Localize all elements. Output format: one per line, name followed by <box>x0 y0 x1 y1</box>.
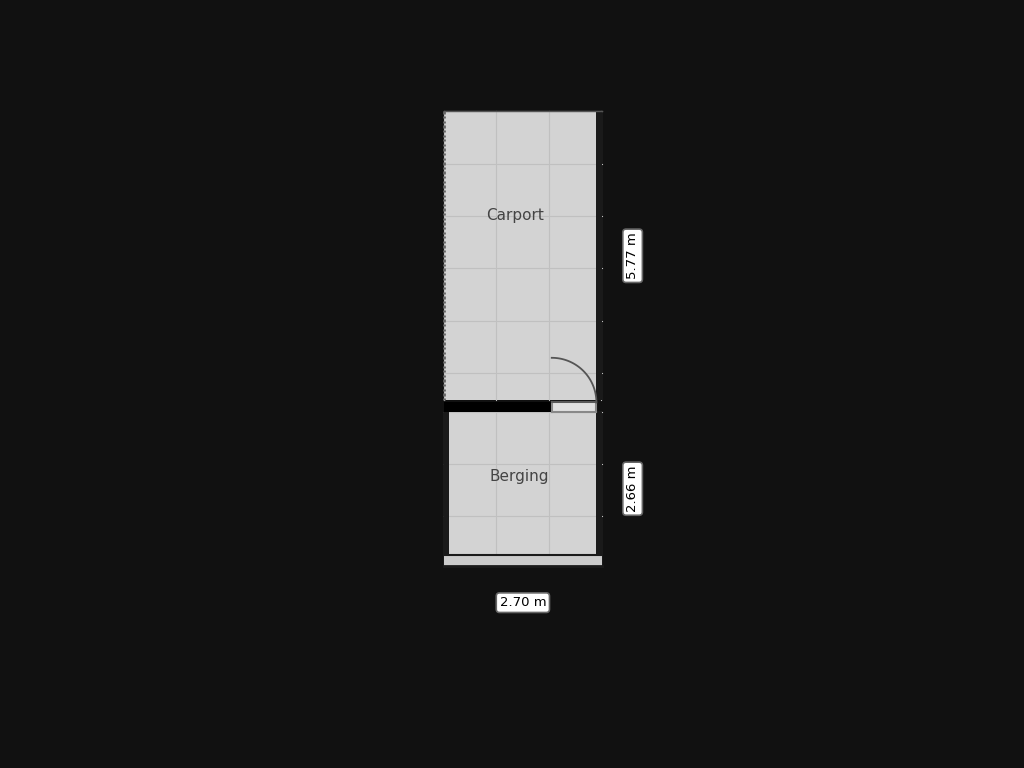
Bar <box>552 402 596 412</box>
Text: Berging: Berging <box>489 469 549 484</box>
Bar <box>444 555 602 566</box>
Text: 5.77 m: 5.77 m <box>626 233 639 279</box>
Text: 2.70 m: 2.70 m <box>500 596 546 609</box>
Bar <box>596 111 602 400</box>
Bar <box>444 402 552 412</box>
Text: Carport: Carport <box>486 208 544 223</box>
Bar <box>444 111 602 400</box>
Text: 2.66 m: 2.66 m <box>626 465 639 512</box>
Bar <box>444 412 450 566</box>
Bar <box>596 412 602 566</box>
Bar <box>444 412 602 566</box>
